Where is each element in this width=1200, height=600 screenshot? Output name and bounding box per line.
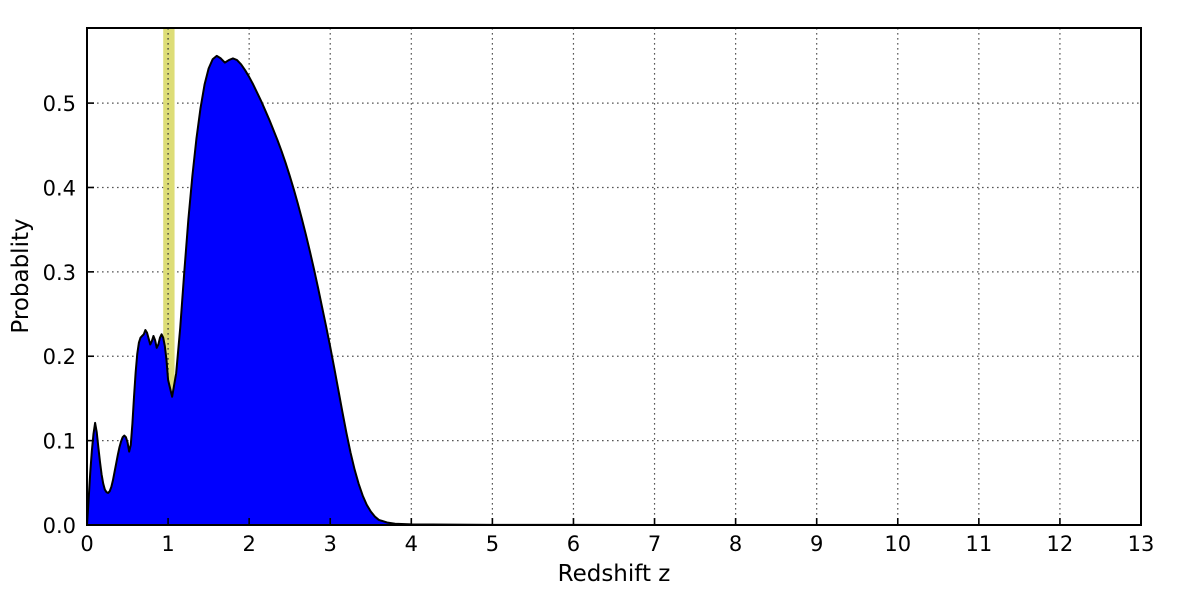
series-fill-pdf xyxy=(87,55,1141,525)
redshift-marker-band xyxy=(163,28,175,525)
y-tick-label-0.4: 0.4 xyxy=(43,176,76,200)
x-axis-title: Redshift z xyxy=(558,561,671,587)
redshift-marker-band xyxy=(163,28,175,525)
y-axis-title: Probablity xyxy=(8,218,34,333)
x-tick-label-7: 7 xyxy=(648,532,661,556)
x-tick-label-2: 2 xyxy=(242,532,255,556)
y-tick-label-0.5: 0.5 xyxy=(43,92,76,116)
y-tick-label-0.3: 0.3 xyxy=(43,261,76,285)
x-tick-label-12: 12 xyxy=(1047,532,1074,556)
series-outline-pdf xyxy=(86,54,1142,526)
x-tick-label-10: 10 xyxy=(884,532,911,556)
x-axis-ticks: 0 1 2 3 4 5 6 7 8 9 10 11 12 13 xyxy=(80,518,1154,556)
probability-distribution-area xyxy=(86,54,1142,526)
x-tick-label-13: 13 xyxy=(1128,532,1155,556)
x-tick-label-0: 0 xyxy=(80,532,93,556)
y-tick-label-0.1: 0.1 xyxy=(43,430,76,454)
y-axis-ticks: 0.0 0.1 0.2 0.3 0.4 0.5 xyxy=(43,92,94,538)
y-tick-label-0.0: 0.0 xyxy=(43,514,76,538)
x-tick-label-1: 1 xyxy=(161,532,174,556)
x-tick-label-5: 5 xyxy=(486,532,499,556)
y-tick-label-0.2: 0.2 xyxy=(43,345,76,369)
x-tick-label-11: 11 xyxy=(965,532,992,556)
x-tick-label-3: 3 xyxy=(324,532,337,556)
x-tick-label-8: 8 xyxy=(729,532,742,556)
x-tick-label-4: 4 xyxy=(405,532,418,556)
plot-frame xyxy=(86,27,1142,526)
x-tick-label-6: 6 xyxy=(567,532,580,556)
x-tick-label-9: 9 xyxy=(810,532,823,556)
